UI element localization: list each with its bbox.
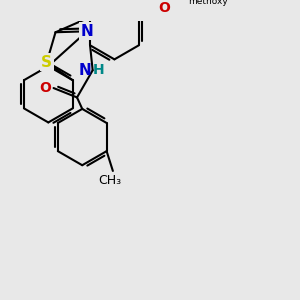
Text: O: O (39, 81, 51, 95)
Text: N: N (79, 63, 92, 78)
Text: methoxy: methoxy (188, 0, 228, 6)
Text: N: N (81, 24, 93, 39)
Text: H: H (92, 63, 104, 77)
Text: O: O (158, 1, 170, 15)
Text: CH₃: CH₃ (99, 174, 122, 187)
Text: S: S (41, 55, 52, 70)
